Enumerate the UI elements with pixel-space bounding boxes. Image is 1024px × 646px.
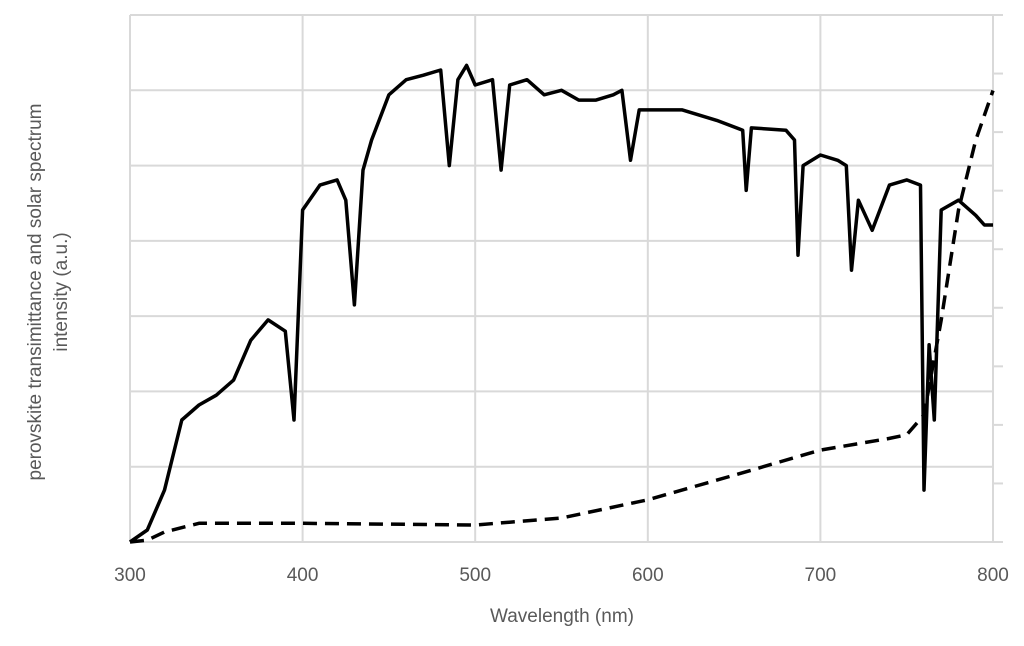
x-tick-label: 700	[805, 565, 837, 586]
x-tick-label: 400	[287, 565, 319, 586]
x-tick-label: 300	[114, 565, 146, 586]
y-axis-label-line: intensity (a.u.)	[51, 232, 72, 351]
x-tick-label: 800	[977, 565, 1009, 586]
series-line	[129, 89, 995, 544]
y-axis-label: perovskite transimittance and solar spec…	[25, 104, 72, 481]
y-axis-label-line: perovskite transimittance and solar spec…	[25, 104, 46, 481]
x-tick-label: 600	[632, 565, 664, 586]
x-axis-label: Wavelength (nm)	[490, 606, 634, 627]
series-line	[129, 63, 993, 544]
x-tick-label: 500	[459, 565, 491, 586]
